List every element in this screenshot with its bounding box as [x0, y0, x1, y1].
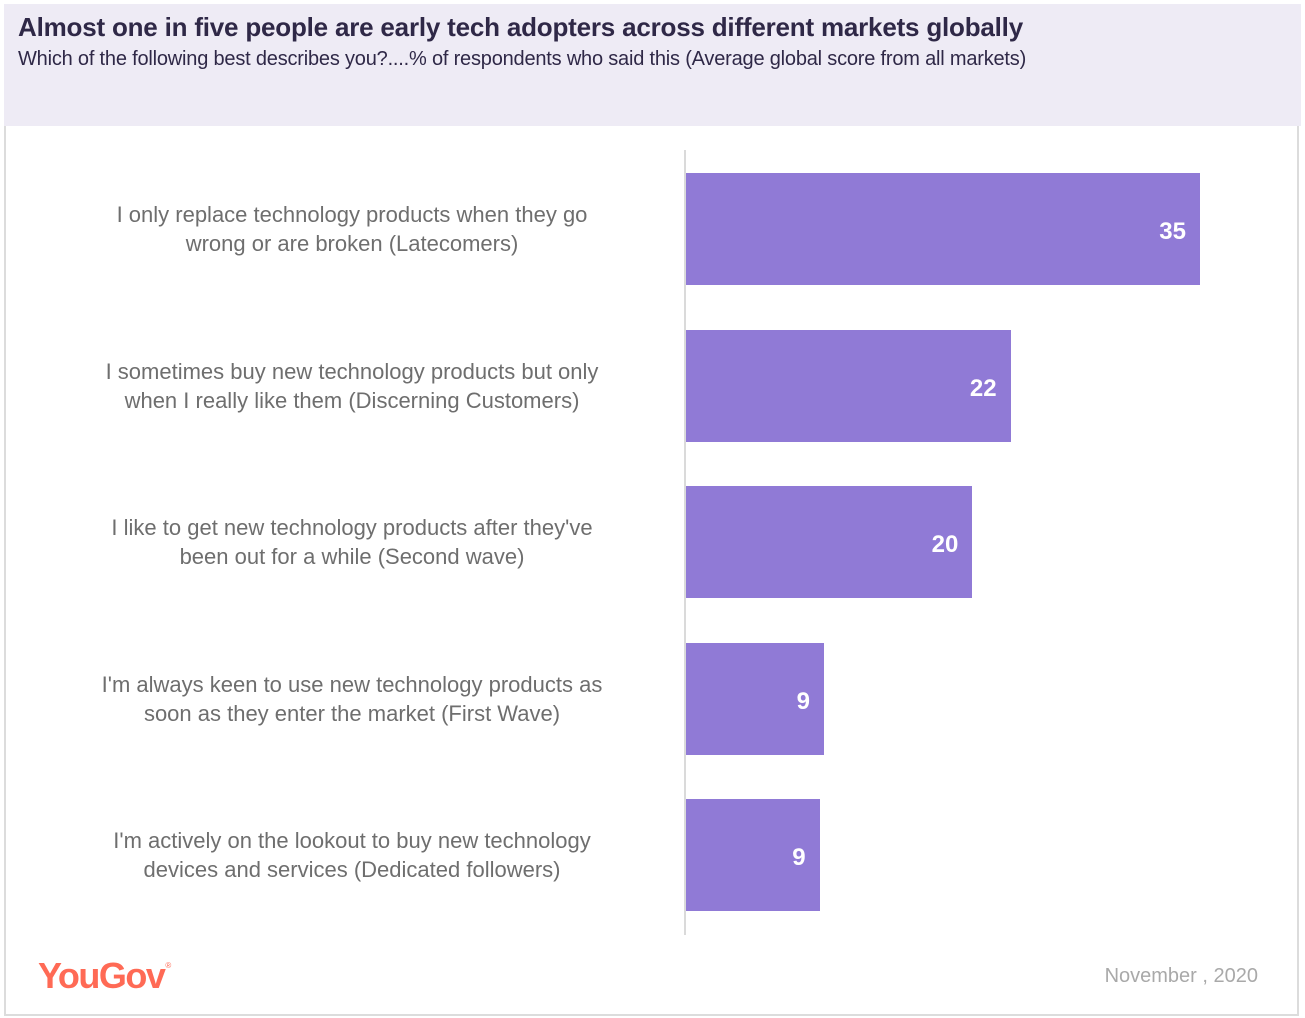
category-label-line: devices and services (Dedicated follower…	[143, 857, 561, 882]
category-label: I'm always keen to use new technology pr…	[42, 670, 662, 728]
chart-subtitle: Which of the following best describes yo…	[18, 48, 1027, 70]
category-label-line: when I really like them (Discerning Cust…	[124, 387, 580, 413]
bar-value-label: 9	[796, 687, 811, 715]
logo-text: YouGov	[38, 955, 166, 996]
y-axis-line	[684, 150, 686, 935]
registered-mark-icon: ®	[165, 961, 171, 970]
category-label-line: I like to get new technology products af…	[111, 515, 593, 540]
category-label: I only replace technology products when …	[42, 200, 662, 258]
bar	[686, 173, 1200, 285]
category-label-line: I only replace technology products when …	[116, 202, 588, 227]
bar	[686, 642, 825, 755]
category-label-line: I'm actively on the lookout to buy new t…	[113, 828, 591, 853]
bar	[686, 486, 973, 598]
chart-frame	[4, 4, 1299, 1016]
bar-value-label: 22	[969, 374, 997, 402]
category-label-line: I sometimes buy new technology products …	[105, 358, 599, 384]
category-label-line: I'm always keen to use new technology pr…	[101, 671, 603, 697]
category-label-line: soon as they enter the market (First Wav…	[143, 700, 561, 726]
date-label: November , 2020	[1104, 965, 1258, 987]
bar	[686, 329, 1011, 442]
yougov-logo: YouGov®	[38, 955, 171, 997]
category-label-line: been out for a while (Second wave)	[179, 544, 525, 569]
bar-value-label: 20	[931, 531, 959, 558]
category-label-line: wrong or are broken (Latecomers)	[185, 231, 519, 256]
category-label: I like to get new technology products af…	[42, 513, 662, 571]
category-label: I'm actively on the lookout to buy new t…	[42, 826, 662, 884]
bar	[686, 799, 820, 911]
bar-value-label: 9	[792, 844, 806, 871]
bar-value-label: 35	[1159, 218, 1186, 245]
category-label: I sometimes buy new technology products …	[42, 357, 662, 415]
chart-header: Almost one in five people are early tech…	[4, 4, 1301, 126]
chart-title: Almost one in five people are early tech…	[18, 12, 1023, 42]
